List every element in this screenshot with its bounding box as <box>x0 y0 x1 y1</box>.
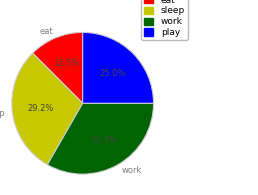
Text: eat: eat <box>39 27 53 36</box>
Text: sleep: sleep <box>0 109 5 118</box>
Legend: eat, sleep, work, play: eat, sleep, work, play <box>141 0 188 40</box>
Text: 33.3%: 33.3% <box>91 136 117 144</box>
Text: 25.0%: 25.0% <box>100 69 126 78</box>
Wedge shape <box>47 103 154 174</box>
Text: work: work <box>122 166 142 175</box>
Text: 12.5%: 12.5% <box>53 59 80 68</box>
Wedge shape <box>12 53 83 165</box>
Wedge shape <box>33 32 83 103</box>
Text: 29.2%: 29.2% <box>27 104 54 113</box>
Wedge shape <box>83 32 154 103</box>
